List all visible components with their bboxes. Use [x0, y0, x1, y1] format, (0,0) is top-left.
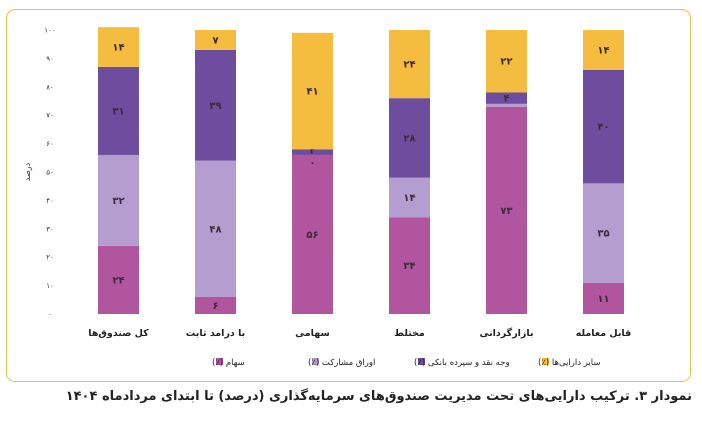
bar-segment	[292, 154, 333, 314]
bar-segment	[389, 98, 430, 178]
bar-value-label: ۷۳	[500, 206, 512, 217]
bar-value-label: ۲۲	[500, 57, 512, 68]
bar-segment	[583, 69, 624, 184]
legend-label: اوراق مشارکت (٪)	[308, 358, 375, 368]
bar-value-label: ۲۴	[112, 275, 124, 286]
bar-segment	[486, 92, 527, 104]
chart-caption: نمودار ۳. ترکیب دارایی‌های تحت مدیریت صن…	[65, 389, 692, 404]
bar-value-label: ۴۱	[306, 87, 318, 98]
bar-segment	[98, 66, 139, 155]
y-tick-label: ۰	[48, 311, 52, 319]
legend-label: سهام (٪)	[212, 358, 245, 368]
bar-segment	[98, 154, 139, 246]
y-tick-label: ۷۰	[46, 112, 54, 120]
y-tick-label: ۵۰	[46, 169, 54, 177]
bar-segment	[486, 30, 527, 93]
category-label: سهامی	[295, 328, 330, 339]
y-tick-label: ۱۰۰	[44, 27, 55, 35]
bar-value-label: ۶	[212, 301, 218, 312]
y-tick-label: ۸۰	[46, 83, 54, 91]
bar-value-label: ۴	[503, 94, 509, 105]
bar-value-label: ۳۱	[112, 106, 124, 117]
bar-value-label: ۳۵	[597, 229, 609, 240]
bar-value-label: ۴۸	[209, 224, 221, 235]
bar-segment	[389, 177, 430, 218]
bar-segment	[195, 49, 236, 161]
bar-value-label: ۲۸	[403, 133, 415, 144]
bar-segment	[292, 32, 333, 150]
y-tick-label: ۳۰	[46, 225, 54, 233]
legend-swatch	[418, 358, 425, 365]
category-label: بازارگردانی	[479, 327, 533, 339]
legend-swatch	[216, 358, 223, 365]
bar-segment	[389, 217, 430, 314]
bar-segment	[486, 103, 527, 107]
bar-value-label: ۷	[212, 35, 218, 46]
y-tick-label: ۴۰	[46, 197, 54, 205]
legend-label: سایر دارایی‌ها (٪)	[538, 358, 601, 368]
bar-segment	[583, 282, 624, 314]
y-axis-title: درصد	[23, 162, 32, 181]
bar-segment	[583, 30, 624, 70]
bar-segment	[195, 160, 236, 297]
y-tick-label: ۶۰	[46, 140, 54, 148]
bar-value-label: ۵۶	[306, 230, 318, 241]
bar-segment	[292, 149, 333, 155]
bar-segment	[98, 245, 139, 314]
bar-value-label: ۱۴	[403, 193, 415, 204]
bar-segment	[486, 106, 527, 315]
bar-segment	[98, 27, 139, 67]
bar-value-label: ۳۴	[403, 261, 415, 272]
bar-segment	[389, 30, 430, 99]
bar-value-label: ۲۴	[403, 60, 415, 71]
bar-value-label: ۱۴	[597, 45, 609, 56]
bar-segment	[583, 183, 624, 283]
bar-segment	[195, 30, 236, 50]
legend-swatch	[542, 358, 549, 365]
bar-value-label: ۱۴	[112, 43, 124, 54]
bar-value-label: ۳۹	[209, 101, 221, 112]
bar-value-label: ۱۱	[597, 294, 609, 305]
category-label: کل صندوق‌ها	[88, 328, 149, 339]
legend-swatch	[312, 358, 319, 365]
bar-value-label: ۳۲	[112, 196, 124, 207]
y-tick-label: ۲۰	[46, 254, 54, 262]
bar-value-label: ۲	[309, 145, 315, 156]
y-tick-label: ۹۰	[46, 55, 54, 63]
legend-label: وجه نقد و سپرده بانکی (٪)	[414, 358, 510, 368]
category-label: مختلط	[394, 328, 425, 339]
bar-value-label: ۴۰	[597, 122, 609, 133]
bar-segment	[195, 296, 236, 314]
category-label: با درامد ثابت	[186, 328, 245, 339]
category-label: قابل معامله	[576, 328, 631, 339]
y-tick-label: ۱۰	[46, 282, 54, 290]
bar-value-label: ۰	[309, 158, 315, 169]
